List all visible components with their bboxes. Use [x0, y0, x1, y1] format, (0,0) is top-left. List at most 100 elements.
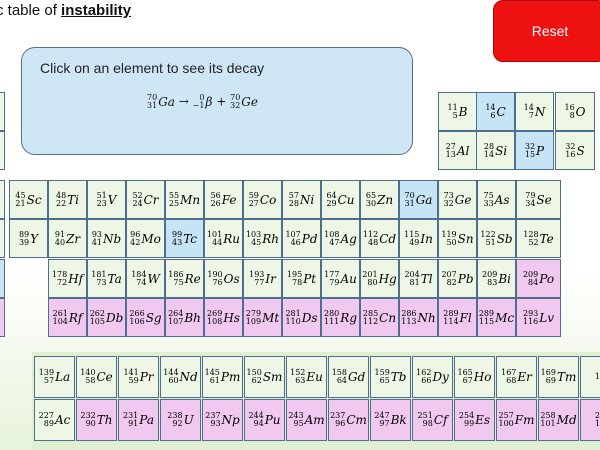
element-cell[interactable]: 119 50 Sn: [438, 219, 477, 258]
element-cell[interactable]: 64 29 Cu: [321, 180, 360, 219]
element-cell[interactable]: 293 116 Lv: [516, 298, 561, 337]
element-cell[interactable]: 193 77 Ir: [243, 259, 282, 298]
element-cell[interactable]: 237 96 Cm: [328, 399, 369, 441]
element-cell[interactable]: 59 27 Co: [243, 180, 282, 219]
element-cell[interactable]: 2510: [580, 399, 600, 441]
element-cell[interactable]: 162 66 Dy: [412, 356, 453, 398]
element-cell[interactable]: 93 41 Nb: [87, 219, 126, 258]
element-cell[interactable]: 201 80 Hg: [360, 259, 399, 298]
partial-element-cell[interactable]: [0, 180, 5, 219]
element-cell[interactable]: 209 83 Bi: [477, 259, 516, 298]
element-cell[interactable]: 254 99 Es: [454, 399, 495, 441]
element-cell[interactable]: 258 101 Md: [538, 399, 579, 441]
mass-number: 280: [324, 308, 340, 318]
element-cell[interactable]: 281 110 Ds: [282, 298, 321, 337]
element-cell[interactable]: 285 112 Cn: [360, 298, 399, 337]
element-cell[interactable]: 96 42 Mo: [126, 219, 165, 258]
element-cell[interactable]: 79 34 Se: [516, 180, 561, 219]
element-cell[interactable]: 122 51 Sb: [477, 219, 516, 258]
element-cell[interactable]: 186 75 Re: [165, 259, 204, 298]
element-cell[interactable]: 178 72 Hf: [48, 259, 87, 298]
element-cell[interactable]: 244 94 Pu: [244, 399, 285, 441]
element-cell[interactable]: 158 64 Gd: [328, 356, 369, 398]
element-cell[interactable]: 165 67 Ho: [454, 356, 495, 398]
element-cell[interactable]: 177 79 Au: [321, 259, 360, 298]
element-cell[interactable]: 286 113 Nh: [399, 298, 438, 337]
element-cell[interactable]: 231 91 Pa: [118, 399, 159, 441]
element-cell[interactable]: 89 39 Y: [9, 219, 48, 258]
element-cell[interactable]: 209 84 Po: [516, 259, 561, 298]
element-cell[interactable]: 227 89 Ac: [34, 399, 75, 441]
element-cell[interactable]: 139 57 La: [34, 356, 75, 398]
partial-element-cell[interactable]: [0, 131, 5, 170]
element-cell[interactable]: 167 68 Er: [496, 356, 537, 398]
element-cell[interactable]: 73 32 Ge: [438, 180, 477, 219]
element-cell[interactable]: 56 26 Fe: [204, 180, 243, 219]
element-cell[interactable]: 207 82 Pb: [438, 259, 477, 298]
element-cell[interactable]: 11 5 B: [438, 92, 477, 131]
element-cell[interactable]: 144 60 Nd: [160, 356, 201, 398]
element-cell[interactable]: 247 97 Bk: [370, 399, 411, 441]
element-cell[interactable]: 237 93 Np: [202, 399, 243, 441]
element-cell[interactable]: 108 47 Ag: [321, 219, 360, 258]
mass-number: 227: [38, 411, 54, 420]
element-cell[interactable]: 32 16 S: [555, 131, 595, 170]
element-cell[interactable]: 145 61 Pm: [202, 356, 243, 398]
element-cell[interactable]: 280 111 Rg: [321, 298, 360, 337]
element-cell[interactable]: 289 114 Fl: [438, 298, 477, 337]
element-cell[interactable]: 101 44 Ru: [204, 219, 243, 258]
element-cell[interactable]: 51 23 V: [87, 180, 126, 219]
element-cell[interactable]: 264 107 Bh: [165, 298, 204, 337]
element-cell[interactable]: 238 92 U: [160, 399, 201, 441]
element-cell[interactable]: 115 49 In: [399, 219, 438, 258]
element-cell[interactable]: 184 74 W: [126, 259, 165, 298]
element-cell[interactable]: 27 13 Al: [438, 131, 477, 170]
element-cell[interactable]: 159 65 Tb: [370, 356, 411, 398]
element-cell[interactable]: 48 22 Ti: [48, 180, 87, 219]
element-cell[interactable]: 16 8 O: [555, 92, 595, 131]
element-cell[interactable]: 99 43 Tc: [165, 219, 204, 258]
partial-element-cell[interactable]: [0, 298, 5, 337]
partial-element-cell[interactable]: [0, 92, 5, 131]
element-cell[interactable]: 45 21 Sc: [9, 180, 48, 219]
element-cell[interactable]: 75 33 As: [477, 180, 516, 219]
element-cell[interactable]: 107 46 Pd: [282, 219, 321, 258]
element-cell[interactable]: 152 63 Eu: [286, 356, 327, 398]
element-cell[interactable]: 204 81 Tl: [399, 259, 438, 298]
element-cell[interactable]: 128 52 Te: [516, 219, 561, 258]
element-cell[interactable]: 150 62 Sm: [244, 356, 285, 398]
element-cell[interactable]: 55 25 Mn: [165, 180, 204, 219]
element-cell[interactable]: 57 28 Ni: [282, 180, 321, 219]
element-cell[interactable]: 262 105 Db: [87, 298, 126, 337]
element-cell[interactable]: 91 40 Zr: [48, 219, 87, 258]
element-cell[interactable]: 141 59 Pr: [118, 356, 159, 398]
element-cell[interactable]: 140 58 Ce: [76, 356, 117, 398]
element-cell[interactable]: 190 76 Os: [204, 259, 243, 298]
element-cell[interactable]: 195 78 Pt: [282, 259, 321, 298]
element-cell[interactable]: 70 31 Ga: [399, 180, 438, 219]
element-cell[interactable]: 289 115 Mc: [477, 298, 516, 337]
element-cell[interactable]: 32 15 P: [515, 131, 554, 170]
element-cell[interactable]: 243 95 Am: [286, 399, 327, 441]
element-cell[interactable]: 261 104 Rf: [48, 298, 87, 337]
element-cell[interactable]: 266 106 Sg: [126, 298, 165, 337]
element-symbol: Ce: [96, 370, 113, 384]
reset-button[interactable]: Reset: [493, 0, 600, 62]
element-cell[interactable]: 251 98 Cf: [412, 399, 453, 441]
element-cell[interactable]: 65 30 Zn: [360, 180, 399, 219]
element-cell[interactable]: 52 24 Cr: [126, 180, 165, 219]
element-cell[interactable]: 269 108 Hs: [204, 298, 243, 337]
element-cell[interactable]: 28 14 Si: [476, 131, 515, 170]
element-cell[interactable]: 17: [580, 356, 600, 398]
element-cell[interactable]: 257 100 Fm: [496, 399, 537, 441]
element-cell[interactable]: 181 73 Ta: [87, 259, 126, 298]
element-cell[interactable]: 103 45 Rh: [243, 219, 282, 258]
partial-element-cell[interactable]: [0, 219, 5, 258]
element-cell[interactable]: 112 48 Cd: [360, 219, 399, 258]
element-cell[interactable]: 169 69 Tm: [538, 356, 579, 398]
element-cell[interactable]: 14 6 C: [476, 92, 515, 131]
element-cell[interactable]: 14 7 N: [515, 92, 554, 131]
element-cell[interactable]: 232 90 Th: [76, 399, 117, 441]
element-cell[interactable]: 279 109 Mt: [243, 298, 282, 337]
partial-element-cell[interactable]: [0, 259, 5, 298]
